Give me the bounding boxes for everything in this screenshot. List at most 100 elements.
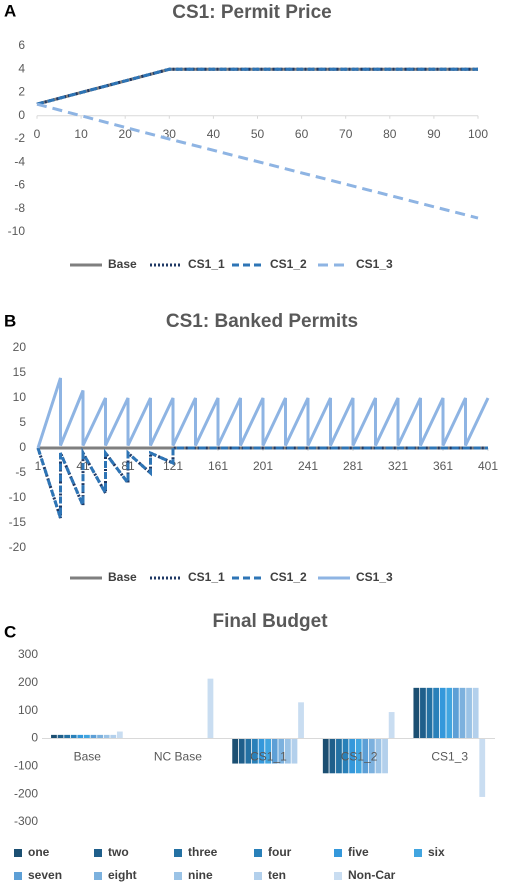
y-tick-label: 100 xyxy=(18,703,38,717)
legend-label: Base xyxy=(108,570,137,584)
x-tick-label: 321 xyxy=(388,459,408,473)
x-tick-label: 100 xyxy=(468,127,488,141)
panel-label: A xyxy=(4,1,16,20)
bar xyxy=(466,687,472,739)
series-line xyxy=(36,102,479,220)
legend-swatch xyxy=(14,849,22,857)
bar xyxy=(70,734,77,739)
x-tick-label: 80 xyxy=(383,127,397,141)
bar xyxy=(252,738,258,764)
y-tick-label: -8 xyxy=(14,201,25,215)
legend-label: CS1_3 xyxy=(356,257,393,271)
y-tick-label: -20 xyxy=(9,540,27,554)
x-tick-label: 161 xyxy=(208,459,228,473)
x-tick-label: NC Base xyxy=(154,750,202,764)
legend-label: CS1_2 xyxy=(270,257,307,271)
legend-label: two xyxy=(108,845,129,859)
bar xyxy=(84,734,90,739)
legend-swatch xyxy=(334,872,342,880)
x-tick-label: 201 xyxy=(253,459,273,473)
y-tick-label: 6 xyxy=(18,38,25,52)
bar xyxy=(298,702,304,739)
y-tick-label: 300 xyxy=(18,647,38,661)
y-tick-label: -200 xyxy=(14,786,38,800)
bar xyxy=(265,738,271,764)
bar xyxy=(413,687,420,739)
y-tick-label: -15 xyxy=(9,515,27,529)
legend-swatch xyxy=(334,849,342,857)
bar xyxy=(271,738,278,764)
x-tick-label: 90 xyxy=(427,127,441,141)
x-tick-label: 10 xyxy=(74,127,88,141)
bar xyxy=(479,738,486,797)
bar xyxy=(433,687,440,739)
bar xyxy=(278,738,285,764)
legend-label: seven xyxy=(28,868,62,882)
bar xyxy=(342,738,349,774)
x-tick-label: CS1_1 xyxy=(250,750,287,764)
x-tick-label: 241 xyxy=(298,459,318,473)
bar xyxy=(64,734,71,739)
bar xyxy=(97,734,103,739)
y-tick-label: 0 xyxy=(31,731,38,745)
chart-title: CS1: Banked Permits xyxy=(166,311,358,332)
x-tick-label: 401 xyxy=(478,459,498,473)
bar xyxy=(426,687,433,739)
bar xyxy=(51,734,57,739)
bar xyxy=(57,734,64,739)
x-tick-label: 1 xyxy=(35,459,42,473)
y-tick-label: -10 xyxy=(9,490,27,504)
bar xyxy=(420,687,426,739)
y-tick-label: 0 xyxy=(18,108,25,122)
bar xyxy=(472,687,479,739)
y-tick-label: 2 xyxy=(18,85,25,99)
bar xyxy=(103,734,110,739)
bar xyxy=(116,731,123,739)
bar xyxy=(336,738,342,774)
bar xyxy=(349,738,356,774)
bar xyxy=(355,738,362,774)
legend-label: three xyxy=(188,845,218,859)
bar xyxy=(368,738,375,774)
series-line xyxy=(36,446,488,519)
legend-label: one xyxy=(28,845,50,859)
legend-label: eight xyxy=(108,868,137,882)
x-tick-label: 50 xyxy=(251,127,265,141)
legend-swatch xyxy=(254,872,262,880)
bar xyxy=(207,678,214,739)
y-tick-label: 10 xyxy=(13,390,27,404)
x-tick-label: 281 xyxy=(343,459,363,473)
y-tick-label: -100 xyxy=(14,759,38,773)
bar xyxy=(459,687,466,739)
legend-label: CS1_1 xyxy=(188,257,225,271)
series-line xyxy=(36,67,478,106)
bar xyxy=(238,738,245,764)
y-tick-label: 20 xyxy=(13,340,27,354)
bar xyxy=(375,738,382,774)
series-line xyxy=(36,377,490,449)
y-tick-label: -10 xyxy=(8,224,26,238)
legend-label: CS1_3 xyxy=(356,570,393,584)
x-tick-label: 121 xyxy=(163,459,183,473)
bar xyxy=(110,734,117,739)
legend-swatch xyxy=(254,849,262,857)
legend-swatch xyxy=(174,849,182,857)
y-tick-label: 200 xyxy=(18,675,38,689)
bar xyxy=(452,687,459,739)
y-tick-label: -300 xyxy=(14,814,38,828)
panel-label: C xyxy=(4,622,16,641)
y-tick-label: 0 xyxy=(19,440,26,454)
bar xyxy=(258,738,265,764)
x-tick-label: 60 xyxy=(295,127,309,141)
y-tick-label: -4 xyxy=(14,154,25,168)
legend-swatch xyxy=(94,872,102,880)
legend-label: six xyxy=(428,845,445,859)
bar xyxy=(362,738,369,774)
x-tick-label: 20 xyxy=(119,127,133,141)
legend-label: nine xyxy=(188,868,213,882)
legend-label: ten xyxy=(268,868,286,882)
legend-label: CS1_2 xyxy=(270,570,307,584)
bar xyxy=(329,738,336,774)
x-tick-label: CS1_3 xyxy=(431,750,468,764)
